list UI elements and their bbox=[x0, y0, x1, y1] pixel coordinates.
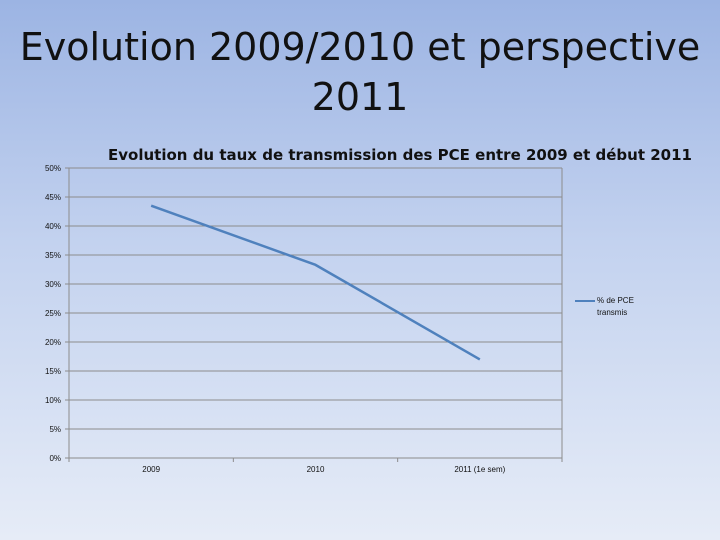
series-line bbox=[150, 204, 481, 361]
y-tick-label: 35% bbox=[45, 251, 61, 260]
legend-swatch bbox=[575, 300, 595, 302]
y-tick-label: 20% bbox=[45, 338, 61, 347]
y-tick-label: 45% bbox=[45, 193, 61, 202]
y-tick-label: 50% bbox=[45, 164, 61, 173]
y-tick-label: 5% bbox=[49, 425, 61, 434]
series-lines bbox=[150, 204, 481, 361]
y-tick-labels: 0% 5% 10% 15% 20% 25% 30% 35% 40% 45% 50% bbox=[45, 164, 61, 463]
y-tick-label: 25% bbox=[45, 309, 61, 318]
x-tick-label: 2009 bbox=[142, 465, 160, 474]
x-tick-label: 2010 bbox=[307, 465, 325, 474]
y-tick-label: 10% bbox=[45, 396, 61, 405]
y-tick-label: 0% bbox=[49, 454, 61, 463]
y-tick-label: 40% bbox=[45, 222, 61, 231]
slide-title: Evolution 2009/2010 et perspective 2011 bbox=[19, 25, 701, 119]
legend-label: % de PCE transmis bbox=[597, 296, 634, 317]
y-tick-label: 15% bbox=[45, 367, 61, 376]
x-tick-labels: 2009 2010 2011 (1e sem) bbox=[142, 465, 505, 474]
axes bbox=[65, 167, 563, 462]
x-tick-label: 2011 (1e sem) bbox=[454, 465, 505, 474]
gridlines bbox=[69, 167, 562, 459]
chart-title: Evolution du taux de transmission des PC… bbox=[108, 146, 692, 164]
y-tick-label: 30% bbox=[45, 280, 61, 289]
